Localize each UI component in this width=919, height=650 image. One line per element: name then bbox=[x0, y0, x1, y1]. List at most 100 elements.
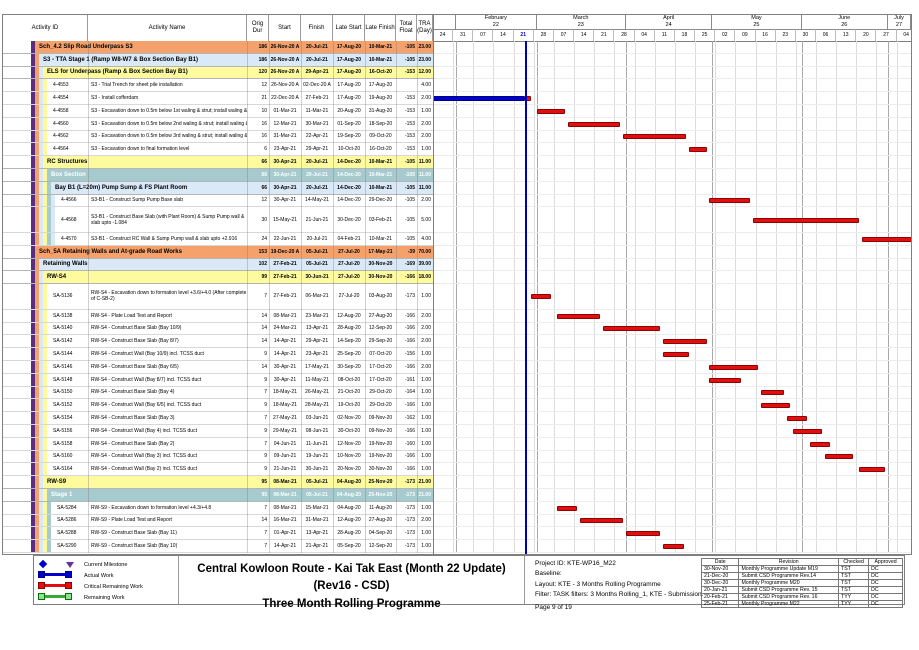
hierarchy-band-strip bbox=[35, 322, 39, 335]
cell-finish: 06-Mar-21 bbox=[305, 293, 329, 300]
hierarchy-band-strip bbox=[43, 130, 47, 143]
cell-finish: 05-Jul-21 bbox=[306, 479, 328, 486]
revision-cell: DC bbox=[868, 593, 903, 601]
cell-finish: 30-Jun-21 bbox=[305, 466, 329, 473]
hierarchy-band-strip bbox=[39, 207, 43, 232]
cell-finish: 20-Jul-21 bbox=[306, 184, 328, 191]
timeline-week-label: 14 bbox=[574, 29, 595, 41]
hierarchy-band-strip bbox=[43, 348, 47, 360]
gantt-bar-critical bbox=[663, 544, 684, 550]
cell-total-float: -105 bbox=[404, 56, 415, 63]
hierarchy-band-strip bbox=[35, 207, 39, 232]
cell-start: 30-Apr-21 bbox=[273, 363, 297, 370]
cell-late-start: 17-Aug-20 bbox=[337, 82, 361, 89]
gantt-row bbox=[433, 540, 911, 553]
hierarchy-band-strip bbox=[31, 181, 35, 194]
activity-name: RW-S4 - Construct Wall (Bay 4) incl. TCS… bbox=[91, 427, 197, 434]
gantt-row bbox=[433, 92, 911, 105]
cell-late-finish: 10-Mar-21 bbox=[368, 56, 393, 63]
cell-finish: 05-Jul-21 bbox=[306, 491, 328, 498]
gantt-row bbox=[433, 476, 911, 489]
timeline-week-label: 02 bbox=[715, 29, 736, 41]
cell-start: 23-Apr-21 bbox=[273, 146, 297, 153]
cell-orig-dur: 9 bbox=[264, 453, 267, 460]
month-gridline bbox=[801, 41, 803, 553]
activity-id: SA-5152 bbox=[53, 402, 73, 409]
cell-total-float: -39 bbox=[407, 248, 415, 255]
hierarchy-band-strip bbox=[31, 489, 35, 501]
cell-total-float: -153 bbox=[404, 146, 415, 153]
column-header-late-finish: Late Finish bbox=[365, 15, 396, 41]
cell-orig-dur: 9 bbox=[264, 351, 267, 358]
revision-cell: DC bbox=[868, 572, 903, 580]
gantt-bar-critical bbox=[625, 531, 661, 537]
cell-finish: 20-Jul-21 bbox=[306, 43, 328, 50]
hierarchy-band-strip bbox=[31, 169, 35, 181]
title-block: Central Kowloon Route - Kai Tak East (Mo… bbox=[179, 556, 524, 610]
hierarchy-band-strip bbox=[43, 143, 47, 156]
activity-name: RW-S4 - Plate Load Test and Report bbox=[91, 312, 172, 319]
week-gridline bbox=[856, 41, 858, 553]
summary-row: S3 - TTA Stage 1 (Ramp W8-W7 & Box Secti… bbox=[3, 53, 433, 67]
cell-orig-dur: 9 bbox=[264, 427, 267, 434]
cell-late-finish: 29-Oct-20 bbox=[369, 389, 392, 396]
revision-row: 30-Dec-20 Monthly Programme M20 TST DC bbox=[700, 579, 903, 587]
hierarchy-band-strip bbox=[35, 527, 39, 540]
cell-tra: 2.00 bbox=[421, 338, 431, 345]
legend: Current Milestone Actual Work Critical Rem… bbox=[34, 556, 178, 604]
column-header-total-float: Total Float bbox=[396, 15, 417, 41]
summary-row: ELS for Underpass (Ramp & Box Section Ba… bbox=[3, 66, 433, 80]
cell-start: 15-May-21 bbox=[273, 216, 297, 223]
cell-start: 30-Apr-21 bbox=[273, 184, 297, 191]
cell-late-start: 27-Jul-20 bbox=[338, 274, 360, 281]
timeline-month-partial bbox=[433, 15, 457, 29]
summary-row: Sch_5A Retaining Walls and At-grade Road… bbox=[3, 245, 433, 259]
legend-item: Remaining Work bbox=[38, 593, 125, 602]
week-gridline bbox=[674, 41, 676, 553]
gantt-bar-critical bbox=[602, 326, 661, 332]
cell-orig-dur: 66 bbox=[261, 159, 267, 166]
cell-tra: 4.00 bbox=[421, 82, 431, 89]
cell-start: 14-Apr-21 bbox=[273, 543, 297, 550]
activity-id: 4-4554 bbox=[53, 95, 69, 102]
cell-finish: 17-May-21 bbox=[305, 363, 329, 370]
gantt-bar-critical bbox=[709, 377, 742, 383]
hierarchy-band-strip bbox=[31, 501, 35, 514]
cell-finish: 05-Jul-21 bbox=[306, 248, 328, 255]
hierarchy-band-strip bbox=[31, 476, 35, 488]
cell-finish: 11-Jun-21 bbox=[305, 440, 329, 447]
cell-late-finish: 07-Oct-20 bbox=[369, 351, 392, 358]
task-row: SA-5158 RW-S4 - Construct Base Slab (Bay … bbox=[3, 437, 433, 451]
group-band bbox=[43, 476, 433, 488]
task-row: SA-5136 RW-S4 - Excavation down to format… bbox=[3, 284, 433, 310]
hierarchy-band-strip bbox=[31, 92, 35, 104]
cell-orig-dur: 153 bbox=[258, 248, 267, 255]
activity-id: 4-4564 bbox=[53, 146, 69, 153]
gantt-bar-critical bbox=[810, 441, 831, 447]
legend-label: Critical Remaining Work bbox=[84, 583, 143, 590]
revision-cell: 21-Dec-20 bbox=[700, 572, 740, 580]
hierarchy-band-strip bbox=[35, 143, 39, 156]
group-name: Box Section bbox=[51, 171, 86, 178]
activity-name: RW-S4 - Construct Wall (Bay 2) incl. TCS… bbox=[91, 466, 197, 473]
hierarchy-band-strip bbox=[39, 92, 43, 104]
week-gridline bbox=[574, 41, 576, 553]
revision-row: 30-Nov-20 Monthly Programme Update M19 TST… bbox=[700, 565, 903, 573]
revision-cell: TST bbox=[838, 572, 870, 580]
cell-orig-dur: 21 bbox=[261, 95, 267, 102]
revision-header: Checked bbox=[838, 558, 870, 566]
legend-label: Current Milestone bbox=[84, 561, 128, 568]
cell-start: 08-Mar-21 bbox=[273, 504, 297, 511]
cell-orig-dur: 7 bbox=[264, 543, 267, 550]
cell-late-start: 12-Aug-20 bbox=[337, 517, 361, 524]
revision-cell: Submit CSD Programme Rev.14 bbox=[738, 572, 840, 580]
hierarchy-band-strip bbox=[31, 514, 35, 527]
cell-total-float: -105 bbox=[404, 159, 415, 166]
cell-finish: 20-Jul-21 bbox=[306, 159, 328, 166]
activity-id: SA-5140 bbox=[53, 325, 73, 332]
group-band bbox=[43, 156, 433, 168]
gantt-row bbox=[433, 438, 911, 451]
summary-row: RW-S4 99 27-Feb-21 30-Jun-21 27-Jul-20 30-Nov… bbox=[3, 271, 433, 285]
cell-late-finish: 17-Aug-20 bbox=[368, 82, 393, 89]
hierarchy-band-strip bbox=[43, 361, 47, 373]
